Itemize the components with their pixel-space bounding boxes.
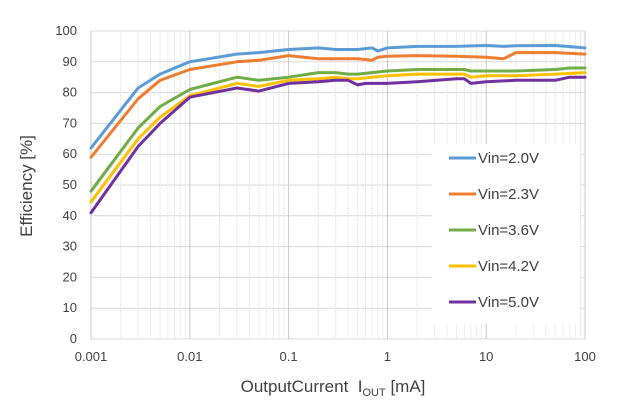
y-tick-label: 20 [63, 269, 77, 284]
x-tick-label: 1 [384, 349, 391, 364]
legend-label: Vin=2.0V [478, 150, 539, 167]
y-tick-label: 0 [70, 331, 77, 346]
series-line [89, 66, 587, 193]
y-tick-label: 10 [63, 300, 77, 315]
x-tick-label: 10 [479, 349, 493, 364]
legend-label: Vin=4.2V [478, 258, 539, 275]
legend-label: Vin=2.3V [478, 186, 539, 203]
legend-label: Vin=5.0V [478, 294, 539, 311]
legend-box [432, 144, 580, 324]
series-line [89, 71, 587, 204]
y-tick-label: 90 [63, 54, 77, 69]
y-tick-label: 60 [63, 146, 77, 161]
y-tick-label: 30 [63, 239, 77, 254]
x-axis-label-subscript: OUT [362, 387, 386, 399]
y-tick-label: 100 [55, 23, 77, 38]
series-line [89, 75, 587, 215]
legend: Vin=2.0V Vin=2.3V Vin=3.6V Vin=4.2V Vin=5.0V [432, 144, 580, 324]
x-axis-label-unit: [mA] [386, 377, 426, 396]
series-line [89, 44, 587, 150]
x-tick-label: 0.1 [280, 349, 298, 364]
x-tick-label: 0.01 [177, 349, 202, 364]
y-tick-labels: 0 10 20 30 40 50 60 70 80 90 100 [55, 23, 77, 346]
y-tick-label: 70 [63, 115, 77, 130]
y-axis-label: Efficiency [%] [17, 135, 36, 237]
x-tick-label: 100 [574, 349, 596, 364]
series-line [89, 51, 587, 159]
y-tick-label: 40 [63, 208, 77, 223]
y-tick-label: 50 [63, 177, 77, 192]
legend-label: Vin=3.6V [478, 222, 539, 239]
x-axis-label-main: OutputCurrent I [241, 377, 363, 396]
x-tick-label: 0.001 [75, 349, 108, 364]
y-tick-label: 80 [63, 85, 77, 100]
x-tick-labels: 0.001 0.01 0.1 1 10 100 [75, 349, 596, 364]
x-axis-label: OutputCurrent IOUT [mA] [241, 377, 426, 399]
series-lines [89, 44, 587, 215]
